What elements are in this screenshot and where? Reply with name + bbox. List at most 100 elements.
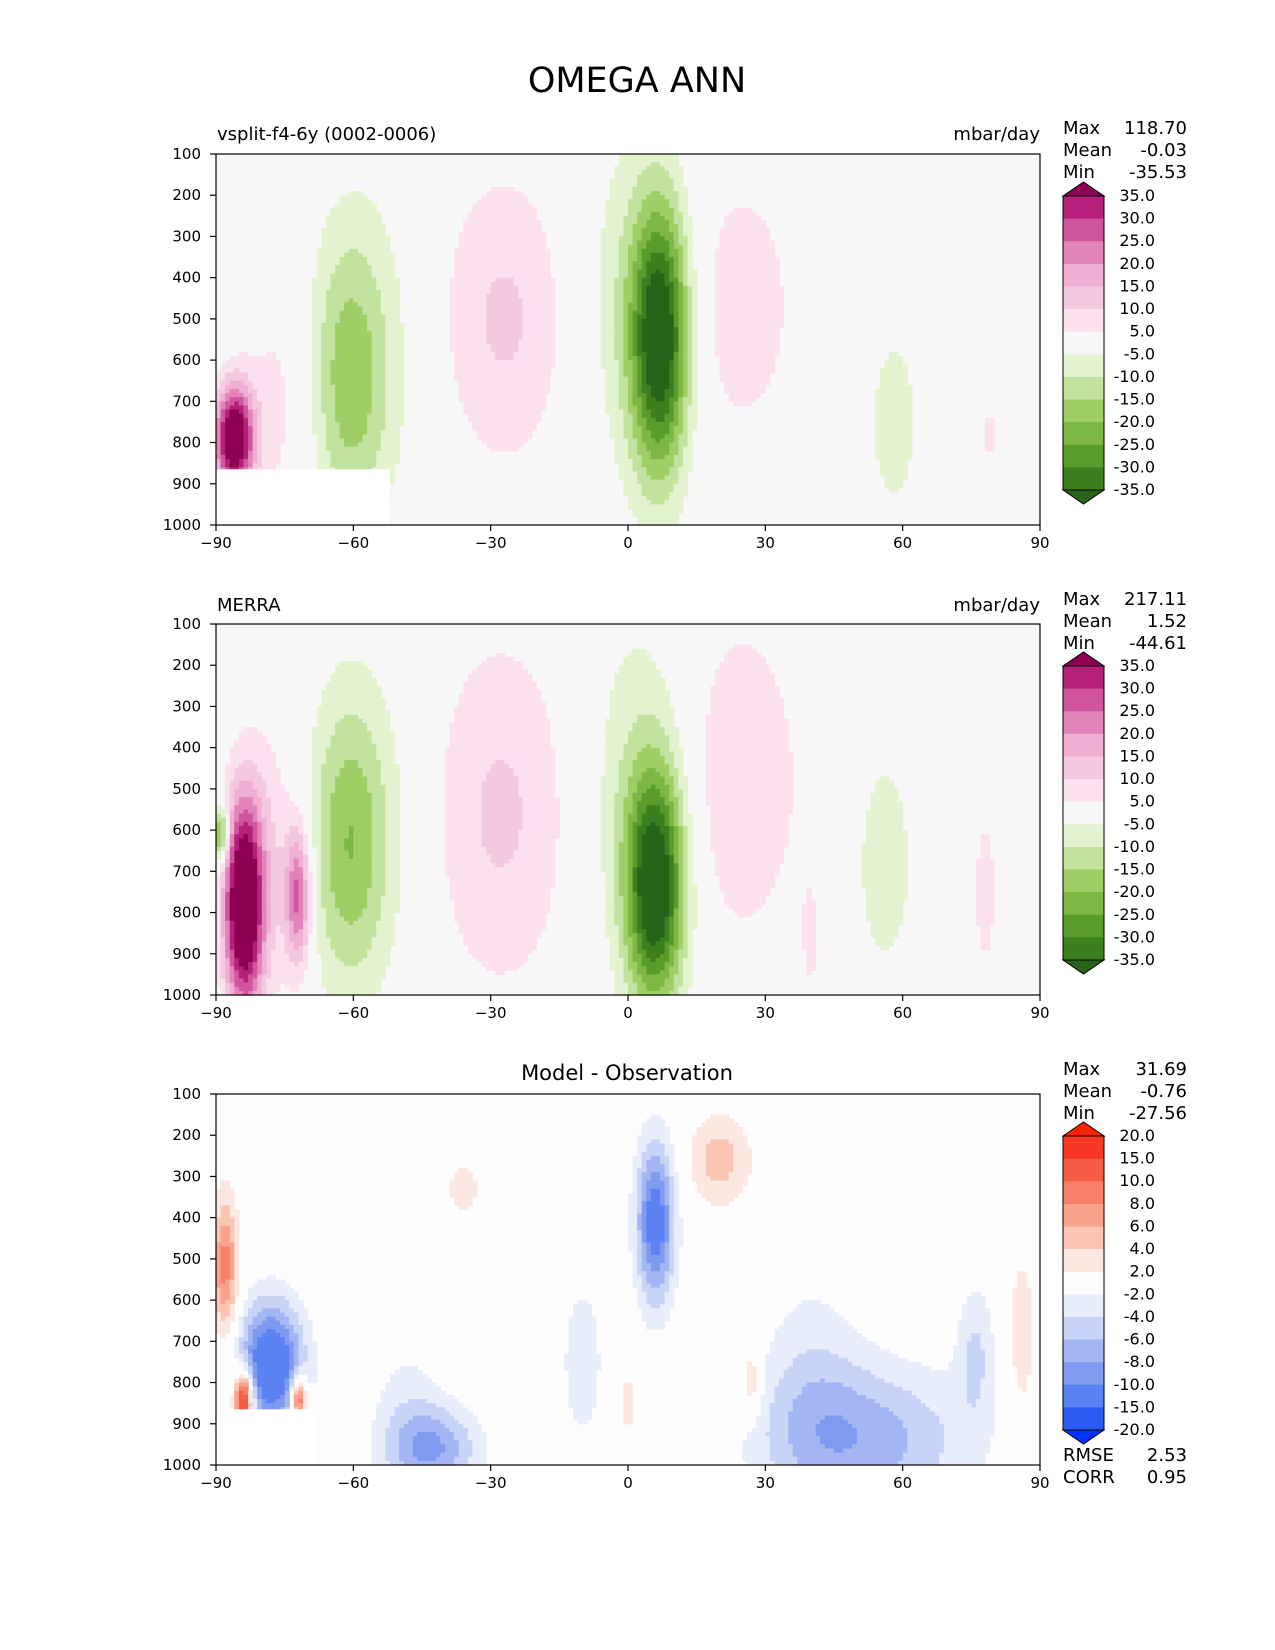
contour-cell — [788, 1423, 817, 1429]
contour-cell — [513, 355, 556, 361]
contour-cell — [701, 1122, 739, 1128]
contour-cell — [669, 244, 675, 250]
contour-cell — [733, 644, 753, 650]
contour-cell — [330, 797, 373, 802]
contour-cell — [609, 702, 670, 708]
figure-title: OMEGA ANN — [528, 61, 746, 101]
colorbar-swatch — [1063, 467, 1104, 491]
contour-cell — [362, 772, 382, 778]
contour-cell — [660, 809, 670, 815]
contour-cell — [234, 949, 254, 955]
contour-cell — [687, 891, 698, 897]
contour-cell — [238, 1341, 245, 1347]
contour-cell — [362, 306, 382, 312]
contour-cell — [216, 966, 222, 971]
contour-cell — [664, 1246, 670, 1252]
contour-cell — [234, 858, 258, 864]
contour-cell — [298, 1382, 304, 1388]
contour-cell — [664, 978, 675, 984]
contour-cell — [609, 195, 634, 200]
contour-cell — [302, 1333, 313, 1338]
contour-cell — [371, 842, 386, 848]
contour-cell — [321, 780, 336, 786]
contour-cell — [609, 953, 620, 959]
contour-cell — [216, 1230, 222, 1235]
contour-cell — [618, 401, 629, 407]
contour-cell — [220, 1333, 226, 1338]
contour-cell — [664, 1168, 670, 1173]
contour-cell — [797, 1456, 904, 1462]
contour-cell — [852, 1386, 904, 1392]
contour-cell — [664, 1258, 670, 1264]
contour-cell — [225, 912, 231, 918]
contour-cell — [321, 854, 332, 860]
contour-cell — [481, 838, 519, 844]
contour-cell — [330, 830, 350, 835]
contour-cell — [669, 945, 679, 951]
contour-cell — [302, 838, 309, 844]
contour-cell — [673, 323, 679, 328]
contour-cell — [229, 1394, 235, 1400]
contour-cell — [229, 809, 235, 815]
contour-cell — [335, 331, 373, 336]
contour-cell — [275, 842, 286, 848]
contour-cell — [641, 1250, 647, 1256]
contour-cell — [490, 347, 519, 353]
contour-cell — [316, 261, 341, 266]
contour-cell — [623, 302, 629, 308]
contour-cell — [966, 1345, 982, 1351]
contour-cell — [380, 306, 400, 312]
contour-cell — [312, 776, 322, 782]
contour-cell — [257, 945, 263, 951]
contour-cell — [362, 434, 382, 440]
contour-cell — [637, 1234, 643, 1239]
contour-cell — [234, 978, 245, 984]
contour-cell — [257, 863, 263, 868]
contour-cell — [820, 1378, 826, 1384]
contour-cell — [225, 924, 231, 930]
contour-cell — [266, 842, 277, 848]
contour-cell — [563, 1361, 602, 1367]
contour-cell — [678, 203, 689, 209]
contour-cell — [646, 953, 661, 959]
contour-cell — [257, 446, 263, 452]
contour-cell — [344, 760, 359, 765]
contour-cell — [628, 957, 634, 963]
contour-cell — [600, 277, 615, 283]
contour-cell — [628, 1234, 638, 1239]
contour-cell — [682, 294, 689, 299]
contour-cell — [289, 1333, 299, 1338]
contour-cell — [682, 904, 689, 910]
contour-cell — [678, 302, 684, 308]
contour-cell — [518, 294, 556, 299]
contour-cell — [238, 830, 254, 835]
contour-cell — [252, 801, 263, 806]
contour-cell — [637, 318, 643, 324]
contour-cell — [669, 1238, 675, 1243]
contour-cell — [234, 990, 245, 996]
contour-cell — [673, 891, 679, 897]
contour-cell — [417, 1456, 437, 1462]
stat-value-corr: 0.95 — [1147, 1467, 1187, 1488]
contour-cell — [325, 434, 341, 440]
contour-cell — [270, 900, 286, 905]
contour-cell — [641, 236, 652, 242]
contour-cell — [454, 714, 547, 720]
contour-cell — [628, 920, 634, 926]
contour-cell — [325, 426, 341, 431]
contour-cell — [312, 793, 322, 798]
contour-cell — [316, 450, 332, 456]
contour-cell — [714, 298, 785, 303]
contour-cell — [325, 442, 345, 448]
contour-cell — [714, 331, 780, 336]
contour-cell — [243, 1320, 254, 1326]
contour-cell — [637, 924, 643, 930]
y-tick-label: 900 — [172, 475, 201, 493]
contour-cell — [664, 760, 675, 765]
y-tick-label: 400 — [172, 269, 201, 287]
contour-cell — [330, 825, 350, 831]
contour-cell — [371, 265, 396, 271]
contour-cell — [641, 1159, 647, 1165]
contour-cell — [280, 1333, 290, 1338]
contour-cell — [454, 248, 551, 254]
